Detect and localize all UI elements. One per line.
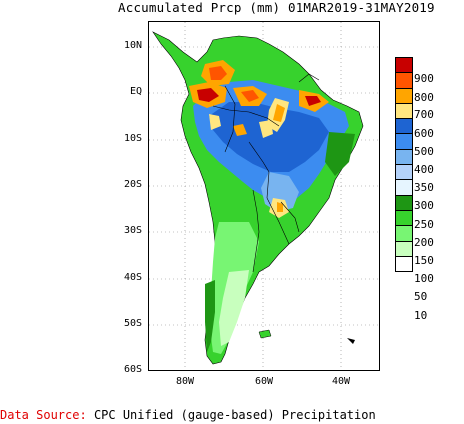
legend-swatch [395, 164, 413, 181]
y-axis-label-30s: 30S [123, 225, 142, 236]
x-axis-label-40w: 40W [331, 376, 351, 387]
legend-swatch [395, 194, 413, 211]
precipitation-legend [395, 57, 413, 273]
data-source-label: Data Source: [0, 408, 87, 422]
legend-swatch [395, 148, 413, 166]
legend-label: 700 [414, 108, 434, 121]
precipitation-map [149, 22, 379, 370]
legend-label: 350 [414, 181, 434, 194]
legend-label: 900 [414, 72, 434, 85]
legend-label: 250 [414, 218, 434, 231]
legend-swatch [395, 225, 413, 242]
legend-swatch [395, 57, 413, 74]
legend-label: 50 [414, 290, 428, 303]
legend-label: 100 [414, 272, 434, 285]
y-axis-label-50s: 50S [123, 318, 142, 329]
legend-label: 800 [414, 91, 434, 104]
legend-label: 300 [414, 199, 434, 212]
legend-swatch [395, 72, 413, 89]
data-source-text: CPC Unified (gauge-based) Precipitation [93, 408, 376, 422]
y-axis-label-40s: 40S [123, 272, 142, 283]
legend-swatch [395, 133, 413, 150]
legend-label: 10 [414, 309, 428, 322]
legend-swatch [395, 87, 413, 104]
legend-swatch [395, 240, 413, 257]
legend-swatch [395, 102, 413, 120]
legend-label: 200 [414, 236, 434, 249]
legend-swatch [395, 179, 413, 196]
map-title: Accumulated Prcp (mm) 01MAR2019-31MAY201… [118, 0, 435, 15]
x-axis-label-60w: 60W [254, 376, 274, 387]
y-axis-label-10s: 10S [123, 133, 142, 144]
y-axis-label-10n: 10N [123, 40, 142, 51]
legend-label: 150 [414, 254, 434, 267]
y-axis-label-60s: 60S [123, 364, 142, 375]
map-frame [148, 21, 380, 371]
legend-swatch [395, 255, 413, 273]
country-borders [212, 73, 320, 273]
legend-label: 600 [414, 127, 434, 140]
y-axis-label-20s: 20S [123, 179, 142, 190]
legend-label: 500 [414, 145, 434, 158]
x-axis-label-80w: 80W [175, 376, 195, 387]
data-source: Data Source: CPC Unified (gauge-based) P… [0, 408, 376, 422]
y-axis-label-eq: EQ [129, 86, 142, 97]
legend-swatch [395, 209, 413, 227]
legend-swatch [395, 118, 413, 135]
legend-label: 400 [414, 163, 434, 176]
